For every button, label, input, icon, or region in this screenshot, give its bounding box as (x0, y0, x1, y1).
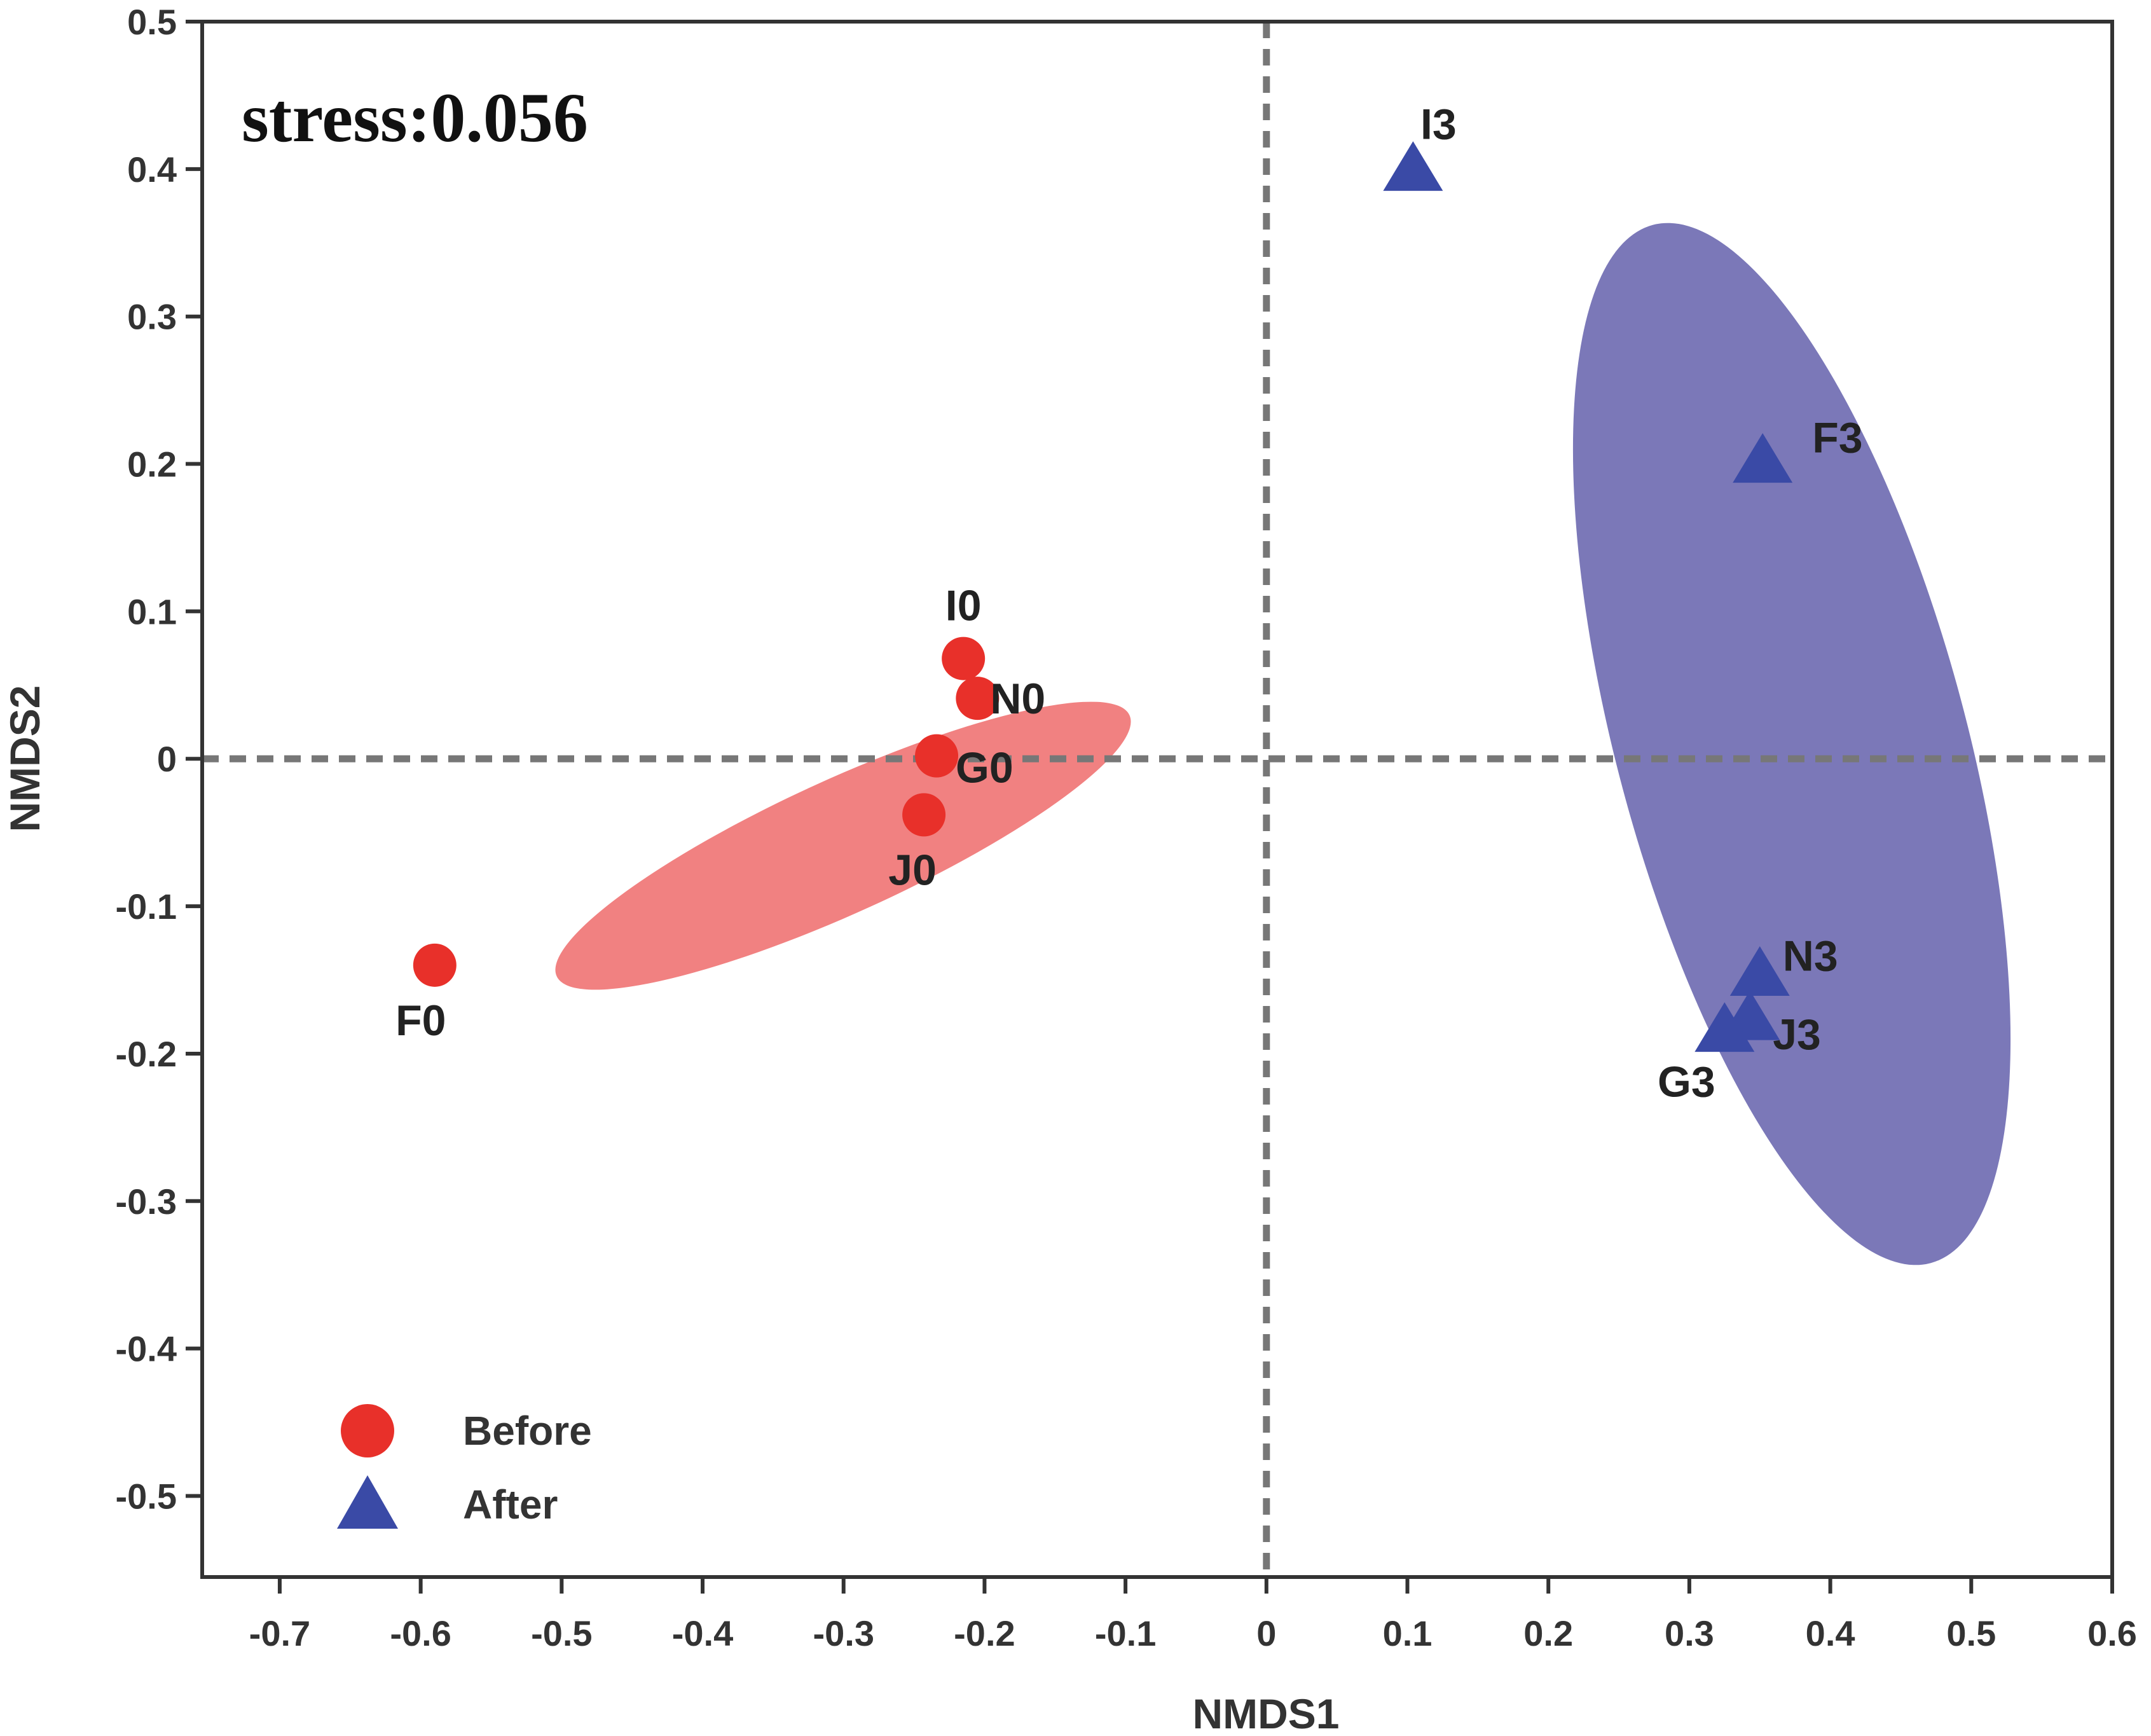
after-ellipse (1572, 223, 2011, 1265)
x-tick-label: 0.5 (1946, 1613, 1996, 1653)
point-G3 (1694, 1002, 1755, 1052)
x-tick-label: -0.2 (954, 1613, 1015, 1653)
axes: -0.7 -0.6 -0.5 -0.4 -0.3 -0.2 -0.1 0 0.1 0.2 0.3 0.… (116, 2, 2137, 1653)
x-axis-title: NMDS1 (1192, 1690, 1339, 1736)
point-label-F0: F0 (395, 996, 446, 1045)
point-label-I0: I0 (945, 582, 982, 630)
ellipse-layer (555, 223, 2011, 1265)
y-tick-label: 0.5 (127, 2, 177, 42)
point-N3 (1729, 946, 1790, 996)
x-tick-label: -0.6 (390, 1613, 451, 1653)
point-label-N0: N0 (990, 675, 1045, 723)
y-tick-label: -0.5 (116, 1476, 177, 1516)
reference-lines (202, 22, 2112, 1577)
x-tick-label: -0.3 (813, 1613, 874, 1653)
y-tick-label: 0.4 (127, 149, 177, 189)
point-label-G0: G0 (956, 744, 1014, 792)
point-F0 (413, 943, 457, 987)
point-F3 (1733, 433, 1793, 483)
x-tick-label: -0.7 (249, 1613, 311, 1653)
legend-before-label: Before (463, 1408, 592, 1454)
y-tick-label: 0 (157, 739, 177, 779)
x-tick-label: 0 (1256, 1613, 1276, 1653)
x-tick-label: 0.6 (2087, 1613, 2137, 1653)
legend-after-label: After (463, 1482, 558, 1527)
point-G0 (915, 734, 959, 778)
plot-frame (200, 20, 2114, 1579)
x-tick-label: -0.5 (531, 1613, 593, 1653)
point-I0 (942, 637, 986, 680)
y-tick-label: -0.1 (116, 886, 177, 927)
point-N0 (956, 677, 1000, 720)
point-label-J0: J0 (888, 846, 937, 894)
y-tick-label: -0.3 (116, 1181, 177, 1222)
point-label-I3: I3 (1420, 100, 1457, 148)
point-I3 (1383, 141, 1443, 191)
point-label-J3: J3 (1773, 1010, 1821, 1059)
y-tick-label: 0.2 (127, 444, 177, 485)
x-tick-label: 0.3 (1665, 1613, 1714, 1653)
point-J0 (902, 793, 946, 837)
legend-before-marker (341, 1404, 394, 1457)
point-label-G3: G3 (1658, 1057, 1715, 1106)
x-tick-label: 0.2 (1523, 1613, 1573, 1653)
before-ellipse (555, 701, 1131, 990)
legend-after-marker (337, 1475, 398, 1529)
y-axis-title: NMDS2 (1, 685, 48, 832)
point-label-F3: F3 (1812, 414, 1862, 462)
y-tick-label: -0.4 (116, 1329, 177, 1369)
y-tick-label: -0.2 (116, 1034, 177, 1074)
stress-annotation: stress:0.056 (242, 79, 588, 156)
x-tick-label: -0.1 (1095, 1613, 1157, 1653)
point-label-N3: N3 (1783, 932, 1838, 980)
x-tick-label: 0.4 (1806, 1613, 1855, 1653)
y-tick-label: 0.1 (127, 591, 177, 631)
x-tick-label: -0.4 (672, 1613, 734, 1653)
x-tick-label: 0.1 (1383, 1613, 1433, 1653)
y-tick-label: 0.3 (127, 297, 177, 337)
legend: Before After (337, 1404, 592, 1529)
